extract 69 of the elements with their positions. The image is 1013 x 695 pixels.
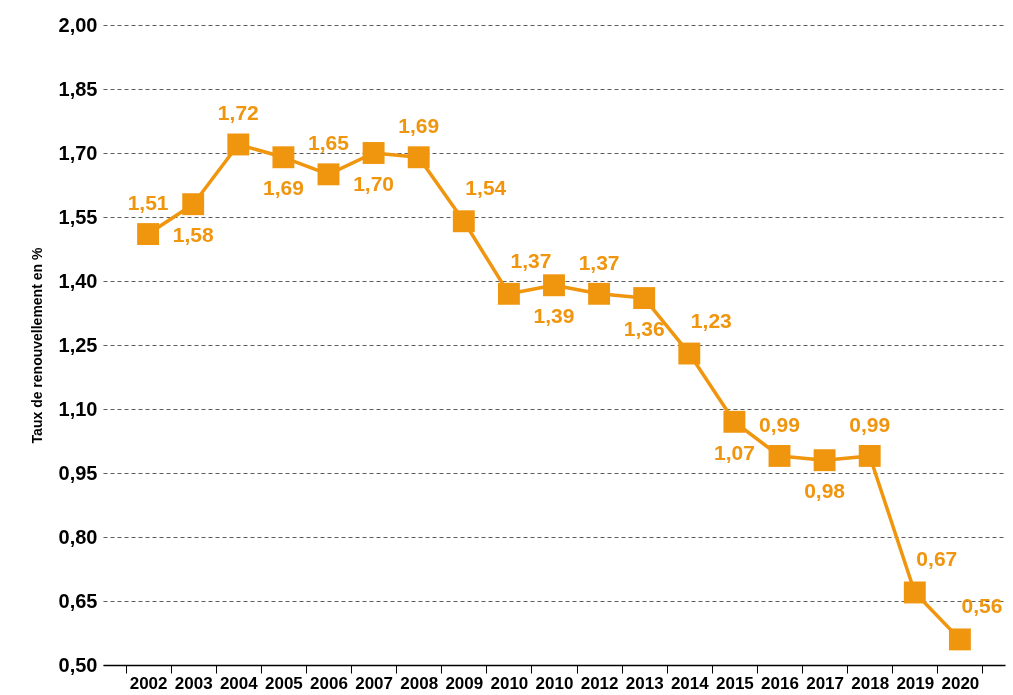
data-label: 1,70: [353, 172, 395, 195]
point: [272, 146, 295, 169]
point: [137, 223, 160, 246]
x-tick-label: 2006: [310, 673, 348, 693]
x-tick-label: 2020: [941, 673, 980, 693]
point: [723, 410, 746, 433]
data-label: 1,69: [398, 114, 440, 138]
x-tick-label: 2017: [806, 673, 845, 693]
point: [588, 282, 611, 305]
data-label: 0,56: [961, 594, 1003, 618]
point: [362, 142, 385, 164]
x-tick-label: 2005: [264, 673, 303, 693]
x-tick-label: 2002: [129, 673, 168, 693]
x-tick-label: 2019: [896, 673, 935, 693]
x-tick-label: 2018: [851, 673, 890, 693]
data-label: 1,58: [172, 223, 214, 247]
y-tick-label: 1,40: [58, 269, 98, 292]
point: [813, 449, 836, 472]
x-tick-label: 2009: [445, 673, 484, 693]
y-tick-label: 1,55: [58, 205, 98, 228]
x-tick-label: 2015: [715, 673, 754, 693]
point: [858, 444, 881, 467]
y-tick-label: 0,95: [58, 461, 98, 484]
y-tick-label: 0,80: [58, 525, 98, 548]
x-tick-label: 2010: [535, 673, 574, 693]
y-tick-label: 1,25: [58, 333, 98, 356]
y-tick-label: 2,00: [58, 13, 98, 36]
x-tick-label: 2013: [625, 673, 664, 693]
y-tick-label: 0,50: [58, 653, 98, 676]
point: [903, 581, 926, 604]
data-label: 1,07: [713, 440, 755, 464]
data-label: 0,67: [916, 547, 958, 571]
data-label: 1,72: [217, 101, 259, 125]
y-tick-label: 0,65: [58, 589, 98, 612]
data-label: 1,65: [308, 131, 350, 155]
x-tick-label: 2012: [580, 673, 619, 693]
data-label: 1,36: [623, 317, 665, 341]
point: [768, 444, 791, 467]
data-label: 1,39: [533, 304, 575, 328]
data-label: 1,37: [578, 250, 620, 274]
point: [678, 342, 701, 365]
x-tick-label: 2014: [670, 673, 710, 693]
point: [452, 210, 475, 233]
data-label: 1,23: [690, 308, 732, 332]
point: [497, 282, 520, 305]
data-label: 0,99: [759, 412, 800, 436]
data-label: 1,69: [262, 176, 304, 200]
x-tick-label: 2007: [355, 673, 394, 693]
point: [407, 146, 430, 169]
data-label: 0,98: [804, 479, 846, 503]
point: [182, 193, 205, 216]
x-tick-label: 2008: [400, 673, 439, 693]
point: [948, 628, 971, 651]
data-label: 1,54: [465, 176, 507, 200]
x-tick-label: 2016: [761, 673, 799, 693]
data-label: 1,37: [510, 248, 552, 272]
point: [633, 287, 656, 310]
y-tick-label: 1,70: [58, 141, 98, 164]
y-axis-title: Taux de renouvellement en %: [28, 247, 45, 444]
x-tick-label: 2010: [490, 673, 529, 693]
data-label: 1,51: [127, 191, 169, 215]
point: [227, 133, 250, 156]
point: [543, 274, 565, 297]
x-tick-label: 2003: [174, 673, 213, 693]
y-tick-label: 1,85: [58, 77, 98, 100]
data-label: 0,99: [849, 412, 891, 436]
x-tick-label: 2004: [219, 673, 259, 693]
point: [317, 163, 340, 186]
y-tick-label: 1,10: [58, 397, 98, 420]
